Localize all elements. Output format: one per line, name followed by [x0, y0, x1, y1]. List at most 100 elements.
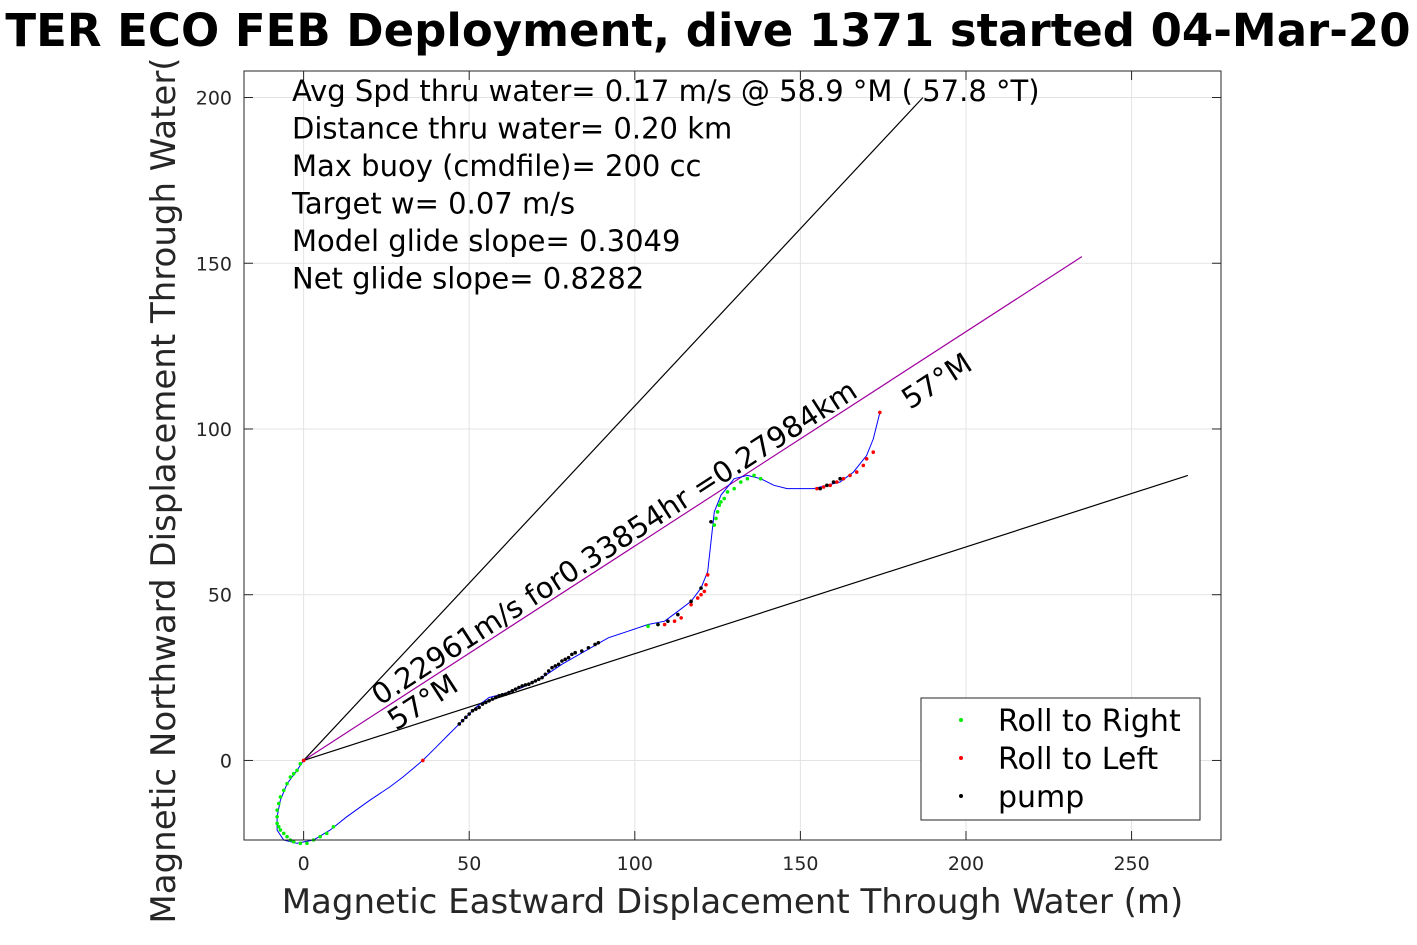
x-axis-label: Magnetic Eastward Displacement Through W… — [282, 882, 1184, 922]
x-tick-label: 100 — [617, 853, 653, 875]
point-pump — [838, 476, 842, 481]
point-roll-to-right — [725, 490, 730, 494]
point-roll-to-left — [695, 596, 700, 600]
point-roll-to-right — [285, 781, 289, 786]
point-pump — [474, 707, 478, 711]
point-pump — [497, 694, 501, 698]
point-pump — [580, 649, 584, 653]
point-pump — [656, 622, 660, 627]
legend-box — [920, 697, 1201, 821]
point-pump — [573, 650, 577, 655]
point-roll-to-left — [848, 473, 852, 478]
point-pump — [566, 655, 571, 660]
point-roll-to-right — [717, 503, 722, 508]
point-roll-to-right — [278, 828, 283, 832]
point-pump — [536, 677, 541, 682]
legend-label-pump: pump — [998, 780, 1084, 815]
point-pump — [457, 722, 462, 726]
point-pump — [553, 664, 558, 668]
point-roll-to-right — [324, 831, 329, 836]
y-tick-label: 0 — [220, 750, 232, 772]
point-roll-to-left — [841, 476, 846, 481]
y-axis-label: Magnetic Northward Displacement Through … — [144, 57, 184, 923]
point-roll-to-right — [714, 516, 718, 521]
point-pump — [586, 645, 591, 650]
point-roll-to-right — [738, 480, 743, 484]
point-roll-to-left — [662, 622, 667, 627]
legend-marker-roll-left — [959, 756, 963, 760]
point-pump — [520, 684, 524, 688]
axis-ticks: 0 50 100 150 200 250 0 50 100 150 200 — [196, 71, 1221, 875]
point-roll-to-left — [828, 483, 832, 488]
point-roll-to-left — [704, 582, 708, 587]
x-tick-label: 0 — [298, 853, 310, 875]
point-roll-to-right — [646, 624, 650, 629]
y-tick-label: 100 — [196, 419, 232, 441]
point-pump — [460, 718, 465, 723]
point-pump — [563, 657, 568, 662]
info-line: Distance thru water= 0.20 km — [292, 112, 732, 146]
point-roll-to-right — [278, 795, 283, 799]
point-pump — [530, 680, 534, 685]
point-roll-to-left — [861, 463, 866, 468]
segment-speed-label: 0.22961m/s for0.33854hr =0.27984km — [365, 373, 863, 712]
reference-line-1 — [303, 256, 1083, 761]
point-pump — [523, 683, 528, 687]
point-roll-to-left — [705, 573, 710, 577]
point-roll-to-right — [288, 775, 293, 779]
point-pump — [490, 697, 495, 701]
point-roll-to-right — [275, 814, 279, 819]
point-pump — [709, 519, 713, 524]
point-roll-to-left — [878, 410, 882, 415]
info-line: Net glide slope= 0.8282 — [292, 262, 644, 296]
point-roll-to-left — [702, 589, 707, 594]
info-line: Target w= 0.07 m/s — [291, 187, 575, 221]
point-pump — [540, 675, 544, 680]
point-roll-to-left — [871, 450, 876, 454]
point-pump — [560, 659, 564, 663]
x-tick-label: 250 — [1113, 853, 1149, 875]
point-roll-to-right — [291, 839, 296, 844]
point-pump — [666, 619, 670, 624]
point-pump — [517, 685, 521, 690]
reference-line-0 — [303, 97, 924, 761]
point-roll-to-left — [699, 592, 703, 597]
point-roll-to-right — [276, 801, 281, 806]
y-tick-label: 200 — [196, 88, 232, 110]
point-roll-to-right — [318, 834, 322, 839]
y-tick-label: 50 — [208, 585, 232, 607]
point-roll-to-right — [291, 771, 296, 776]
point-roll-to-right — [715, 510, 720, 514]
point-pump — [467, 712, 472, 716]
point-roll-to-right — [298, 761, 303, 766]
point-roll-to-right — [285, 834, 289, 839]
info-line: Avg Spd thru water= 0.17 m/s @ 58.9 °M (… — [292, 74, 1040, 108]
point-pump — [689, 599, 693, 604]
point-pump — [493, 695, 498, 700]
point-roll-to-right — [719, 500, 723, 504]
point-pump — [487, 698, 491, 703]
point-pump — [470, 708, 475, 713]
point-pump — [513, 687, 518, 691]
point-pump — [546, 669, 551, 673]
point-roll-to-left — [672, 619, 677, 624]
point-roll-to-right — [712, 523, 717, 527]
x-tick-label: 150 — [782, 853, 818, 875]
point-pump — [825, 483, 829, 488]
info-text-block: Avg Spd thru water= 0.17 m/s @ 58.9 °M (… — [291, 74, 1040, 296]
y-tick-label: 150 — [196, 253, 232, 275]
point-roll-to-right — [305, 841, 309, 846]
point-roll-to-left — [821, 485, 826, 489]
info-line: Max buoy (cmdfile)= 200 cc — [292, 149, 701, 183]
point-roll-to-left — [301, 758, 306, 763]
data-points — [275, 410, 882, 846]
point-pump — [510, 689, 515, 693]
reference-lines — [303, 97, 1189, 762]
point-pump — [533, 679, 538, 683]
point-pump — [527, 682, 531, 687]
point-pump — [596, 640, 601, 645]
point-roll-to-left — [815, 486, 819, 491]
legend-marker-roll-right — [959, 718, 963, 722]
point-roll-to-left — [835, 480, 839, 484]
